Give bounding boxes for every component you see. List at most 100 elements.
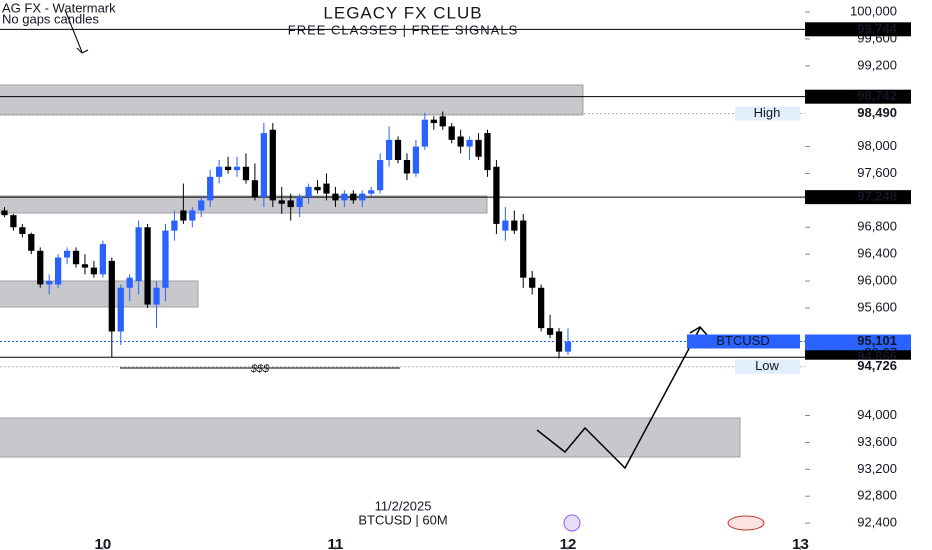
candle-body	[412, 146, 420, 174]
candle-body	[126, 277, 133, 288]
candle-body	[117, 287, 124, 332]
candle-body	[224, 166, 232, 171]
y-tick-label: 100,000	[850, 4, 897, 19]
candle-body	[555, 331, 563, 352]
footer-date: 11/2/2025	[375, 498, 432, 513]
candle-body	[55, 257, 62, 285]
tag-name-box	[735, 106, 800, 121]
price-tag-label: 94,726	[857, 358, 897, 373]
candle-body	[511, 220, 518, 231]
candle-body	[538, 287, 545, 329]
candle-body	[108, 260, 115, 332]
candle-body	[475, 139, 482, 157]
price-tag	[805, 89, 911, 104]
price-tag-label: 98,490	[857, 105, 897, 120]
price-tag	[805, 106, 911, 121]
candle-body	[439, 116, 446, 127]
zone	[0, 84, 584, 116]
annotation: $$$	[250, 363, 270, 375]
candle-body	[520, 220, 527, 278]
watermark-arrow	[64, 9, 89, 54]
icon	[727, 515, 765, 531]
y-tick-label: 98,000	[857, 138, 897, 153]
price-tag-label: 98,742	[857, 88, 897, 103]
candle-body	[305, 186, 312, 198]
candle-body	[63, 250, 71, 258]
zone	[0, 195, 488, 214]
y-tick-label: 99,200	[857, 57, 897, 72]
candle-body	[529, 277, 536, 288]
candle-body	[28, 233, 35, 251]
tag-name-box	[735, 359, 800, 374]
candle-body	[546, 328, 554, 335]
candle-body	[144, 227, 151, 305]
tag-name: Low	[755, 358, 779, 373]
y-tick-label: 97,600	[857, 165, 897, 180]
zones	[0, 84, 741, 458]
candle-body	[233, 166, 241, 171]
drawings	[64, 9, 708, 470]
price-tag	[805, 190, 911, 205]
candle-body	[332, 193, 339, 201]
candle-body	[37, 250, 44, 285]
candle-body	[46, 281, 53, 285]
candle-body	[1, 210, 8, 216]
candle-body	[466, 139, 473, 147]
candle-body	[72, 250, 80, 265]
candle-body	[153, 287, 160, 305]
candle-body	[242, 166, 250, 181]
candle-body	[162, 230, 169, 288]
candle-body	[90, 267, 98, 275]
x-tick-label: 10	[95, 536, 112, 550]
arrow-head	[689, 326, 708, 336]
x-tick-label: 13	[792, 536, 809, 550]
candle-body	[99, 244, 106, 275]
candle-body	[502, 220, 509, 231]
price-tag-label: 95,101	[857, 333, 897, 348]
tag-name-box	[687, 334, 800, 349]
price-tag-label: 97,248	[857, 189, 897, 204]
candle-body	[10, 215, 17, 228]
candle-body	[135, 227, 142, 282]
candle-body	[260, 133, 267, 198]
x-tick-label: 11	[327, 536, 343, 550]
candle-body	[493, 166, 500, 224]
x-tick-label: 12	[560, 536, 577, 550]
candle-body	[269, 129, 276, 201]
candle-body	[394, 139, 402, 161]
candle-body	[430, 119, 437, 124]
candle-body	[323, 183, 330, 194]
chart-subtitle: FREE CLASSES | FREE SIGNALS	[288, 22, 519, 37]
candle-body	[377, 160, 384, 191]
candle-body	[484, 133, 491, 171]
candle-body	[421, 119, 428, 147]
price-tag	[805, 22, 911, 37]
zone	[0, 417, 741, 458]
y-tick-label: 92,400	[857, 515, 897, 530]
candle-body	[19, 227, 26, 234]
candle-body	[368, 190, 375, 194]
candle-body	[359, 193, 366, 201]
footer-symbol: BTCUSD | 60M	[358, 512, 447, 527]
price-tag	[805, 359, 911, 374]
tag-name: BTCUSD	[716, 333, 769, 348]
y-tick-label: 96,400	[857, 246, 897, 261]
candle-body	[403, 160, 411, 174]
projection-path	[536, 327, 701, 470]
candle-body	[189, 210, 196, 221]
candle-body	[171, 220, 178, 231]
candle-body	[448, 126, 455, 140]
candle-body	[350, 193, 357, 201]
candle-body	[198, 200, 205, 211]
y-tick-label: 92,800	[857, 488, 897, 503]
candle-body	[314, 186, 321, 191]
chart-title: LEGACY FX CLUB	[323, 3, 482, 22]
tag-name: High	[754, 105, 781, 120]
candle-body	[296, 197, 303, 208]
candle-body	[251, 180, 259, 198]
candle-body	[278, 200, 285, 204]
price-tag-label: 99,744	[857, 21, 898, 36]
y-tick-label: 96,800	[857, 219, 897, 234]
candle-body	[216, 166, 223, 177]
